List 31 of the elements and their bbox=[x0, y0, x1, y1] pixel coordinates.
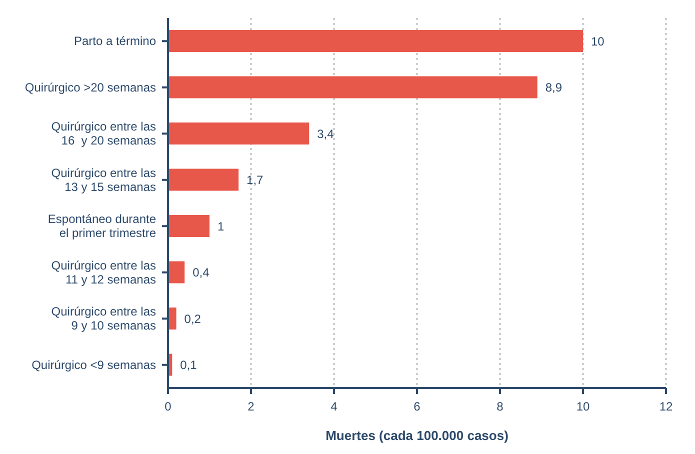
data-label: 1 bbox=[218, 219, 224, 234]
data-label: 0,1 bbox=[180, 358, 198, 372]
data-label: 3,4 bbox=[317, 126, 334, 141]
bar bbox=[168, 168, 239, 191]
y-tick-label: Quirúrgico <9 semanas bbox=[32, 358, 156, 372]
bar bbox=[168, 76, 538, 98]
data-label: 10 bbox=[591, 34, 605, 48]
x-tick-label: 6 bbox=[414, 400, 421, 414]
data-label: 0,4 bbox=[192, 266, 210, 280]
x-tick-label: 8 bbox=[496, 400, 504, 414]
data-label: 8,9 bbox=[545, 80, 562, 95]
y-tick-label: Parto a término bbox=[74, 34, 156, 48]
x-axis-title: Muertes (cada 100.000 casos) bbox=[326, 428, 508, 443]
bar bbox=[168, 122, 310, 145]
y-tick-label: Quirúrgico entre las 11 y 12 semanas bbox=[51, 258, 156, 286]
y-tick-label: Espontáneo durante el primer trimestre bbox=[48, 212, 156, 240]
bar bbox=[168, 215, 210, 238]
x-tick-label: 4 bbox=[330, 400, 338, 414]
bar bbox=[168, 308, 176, 330]
x-tick-label: 10 bbox=[576, 400, 590, 414]
data-label: 0,2 bbox=[184, 312, 202, 326]
y-tick-label: Quirúrgico entre las 16 y 20 semanas bbox=[51, 120, 156, 148]
bar bbox=[168, 261, 185, 284]
x-tick-label: 2 bbox=[248, 400, 255, 414]
data-label: 1,7 bbox=[246, 173, 264, 188]
x-tick-label: 12 bbox=[659, 400, 673, 414]
y-tick-label: Quirúrgico entre las 9 y 10 semanas bbox=[51, 304, 156, 333]
y-tick-label: Quirúrgico >20 semanas bbox=[24, 80, 156, 94]
bar bbox=[168, 30, 583, 52]
y-tick-label: Quirúrgico entre las 13 y 15 semanas bbox=[51, 166, 156, 194]
x-tick-label: 0 bbox=[164, 400, 172, 414]
